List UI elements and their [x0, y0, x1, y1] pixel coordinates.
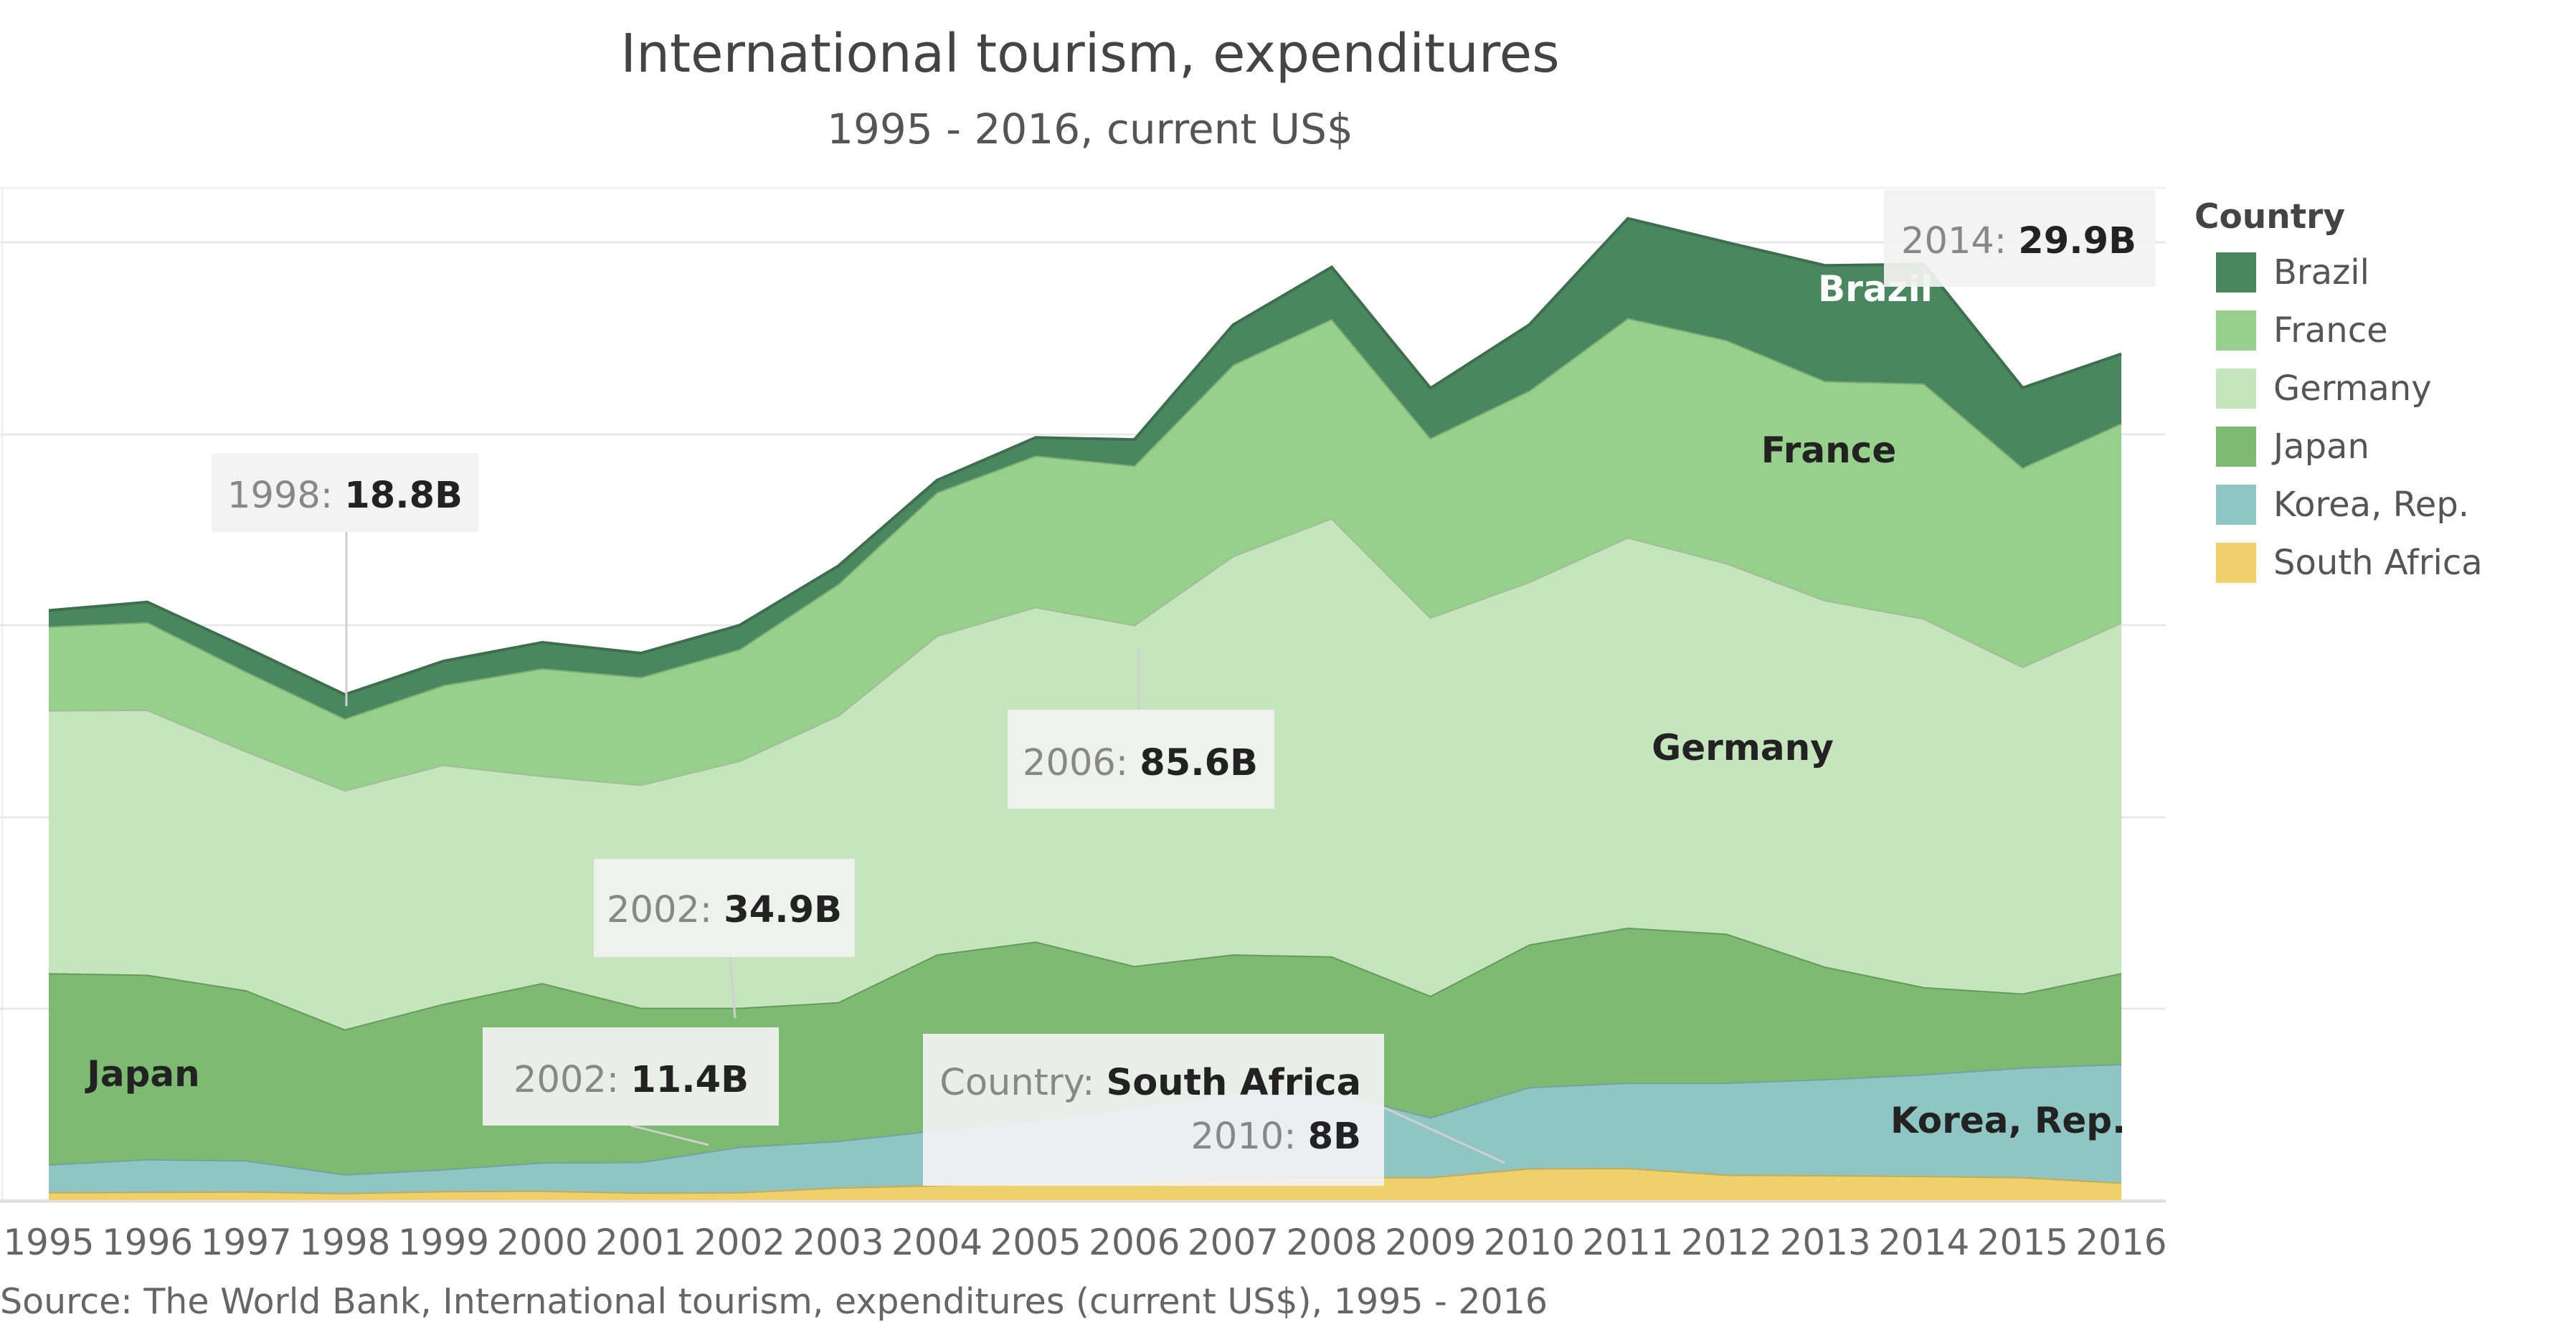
- annotations: 1998: 18.8B 2006: 85.6B 2002: 34.9B 2002: 1…: [212, 190, 2155, 1186]
- x-tick-label: 2016: [2075, 1222, 2167, 1263]
- annotation-text: 2002: 34.9B: [607, 889, 842, 931]
- area-label-japan: Japan: [85, 1053, 199, 1095]
- x-tick-label: 1998: [299, 1222, 390, 1263]
- legend-swatch: [2216, 427, 2256, 467]
- x-tick-label: 2002: [694, 1222, 785, 1263]
- x-tick-label: 2009: [1385, 1222, 1476, 1263]
- area-label-korea-rep: Korea, Rep.: [1890, 1100, 2126, 1141]
- legend-label: South Africa: [2273, 543, 2483, 583]
- annotation-box: [1884, 190, 2155, 287]
- chart-title: International tourism, expenditures: [620, 23, 1559, 85]
- x-tick-label: 1997: [201, 1222, 292, 1263]
- x-tick-label: 2004: [891, 1222, 982, 1263]
- x-tick-label: 2010: [1484, 1222, 1575, 1263]
- legend-swatch: [2216, 310, 2256, 351]
- annotation-line-1: Country: South Africa: [939, 1062, 1361, 1104]
- legend-item-south-africa[interactable]: South Africa: [2216, 543, 2483, 583]
- chart-subtitle: 1995 - 2016, current US$: [827, 105, 1353, 153]
- x-tick-label: 2006: [1089, 1222, 1180, 1263]
- x-tick-label: 2013: [1780, 1222, 1871, 1263]
- legend-item-germany[interactable]: Germany: [2216, 368, 2432, 409]
- annotation-text: 2006: 85.6B: [1023, 742, 1258, 784]
- legend: Country Brazil France Germany Japan Korea, R…: [2194, 197, 2483, 583]
- annotation-1998: 1998: 18.8B: [212, 453, 478, 706]
- x-tick-label: 1996: [102, 1222, 193, 1263]
- legend-title: Country: [2194, 197, 2345, 237]
- area-france[interactable]: [49, 318, 2121, 791]
- annotation-text: 2014: 29.9B: [1901, 220, 2136, 262]
- annotation-leader-line: [630, 1124, 709, 1146]
- x-tick-label: 2003: [792, 1222, 884, 1263]
- annotation-leader-line: [1383, 1106, 1505, 1164]
- area-edge-brazil: [48, 217, 2122, 696]
- x-tick-label: 2012: [1681, 1222, 1772, 1263]
- annotation-box: [483, 1027, 779, 1126]
- legend-label: Germany: [2273, 368, 2432, 409]
- x-tick-label: 2000: [496, 1222, 587, 1263]
- x-tick-label: 1995: [3, 1222, 94, 1263]
- annotation-2014: 2014: 29.9B: [1884, 190, 2155, 287]
- x-tick-label: 2008: [1286, 1222, 1377, 1263]
- annotation-line-2: 2010: 8B: [1190, 1116, 1361, 1158]
- x-tick-label: 2005: [990, 1222, 1081, 1263]
- x-tick-label: 2007: [1188, 1222, 1279, 1263]
- annotation-box: [594, 859, 855, 957]
- chart-header: International tourism, expenditures 1995…: [620, 23, 1559, 153]
- x-tick-label: 2014: [1878, 1222, 1969, 1263]
- annotation-box: [923, 1034, 1384, 1186]
- annotation-2002a: 2002: 34.9B: [594, 859, 855, 1019]
- legend-label: Brazil: [2273, 252, 2369, 293]
- legend-item-brazil[interactable]: Brazil: [2216, 252, 2369, 293]
- legend-label: Japan: [2271, 427, 2369, 467]
- annotation-2010: Country: South Africa 2010: 8B: [923, 1034, 1505, 1186]
- annotation-2006: 2006: 85.6B: [1008, 649, 1274, 809]
- legend-label: Korea, Rep.: [2273, 485, 2469, 525]
- annotation-box: [1008, 710, 1274, 809]
- legend-swatch: [2216, 543, 2256, 583]
- annotation-2002b: 2002: 11.4B: [483, 1027, 779, 1146]
- legend-label: France: [2273, 310, 2388, 351]
- legend-item-korea-rep[interactable]: Korea, Rep.: [2216, 485, 2469, 525]
- x-tick-label: 1999: [398, 1222, 489, 1263]
- legend-swatch: [2216, 368, 2256, 409]
- legend-item-japan[interactable]: Japan: [2216, 427, 2369, 467]
- legend-swatch: [2216, 485, 2256, 525]
- source-note: Source: The World Bank, International to…: [0, 1281, 1548, 1322]
- annotation-text: 2002: 11.4B: [513, 1059, 749, 1101]
- x-tick-label: 2011: [1582, 1222, 1673, 1263]
- x-tick-label: 2015: [1977, 1222, 2068, 1263]
- area-label-germany: Germany: [1652, 727, 1834, 769]
- legend-swatch: [2216, 252, 2256, 293]
- annotation-leader-line: [729, 956, 737, 1019]
- x-tick-label: 2001: [595, 1222, 686, 1263]
- area-label-france: France: [1761, 429, 1897, 471]
- x-axis: 1995 1996 1997 1998 1999 2000 2001 2002 2003 2004…: [0, 1200, 2167, 1263]
- annotation-text: 1998: 18.8B: [227, 475, 463, 517]
- legend-item-france[interactable]: France: [2216, 310, 2388, 351]
- annotation-box: [212, 453, 478, 532]
